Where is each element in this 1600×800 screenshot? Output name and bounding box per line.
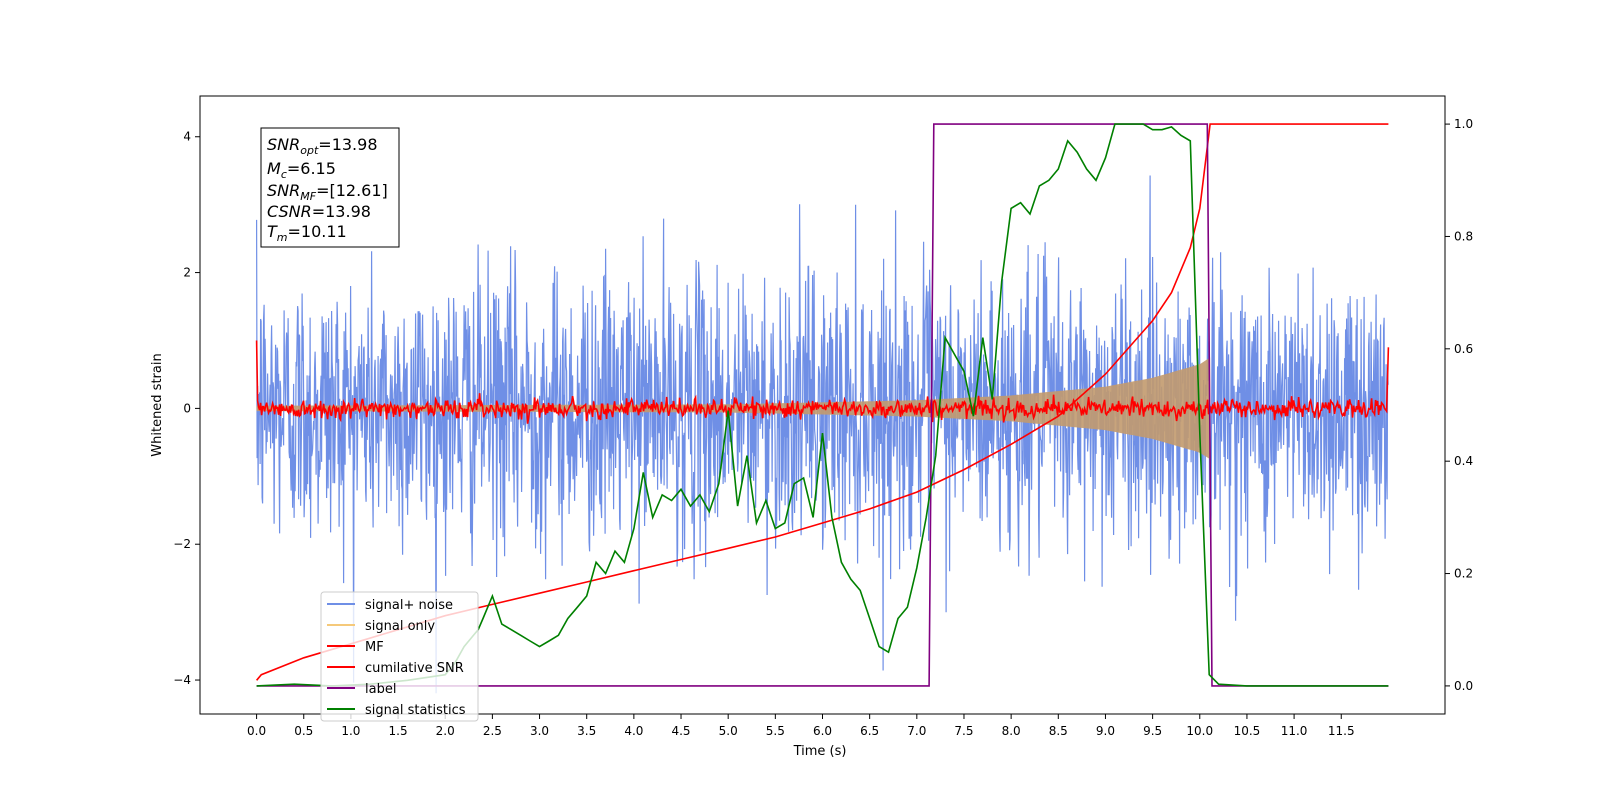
x-tick-label: 9.0 — [1096, 724, 1115, 738]
x-tick-label: 6.5 — [860, 724, 879, 738]
y-tick-label-right: 0.0 — [1454, 679, 1473, 693]
y-tick-label-left: −4 — [173, 673, 191, 687]
annotation-box: SNRopt=13.98 Mc=6.15 SNRMF=[12.61] CSNR=… — [260, 127, 400, 248]
x-axis-label: Time (s) — [793, 744, 847, 759]
annotation-snr-mf: SNRMF=[12.61] — [267, 181, 388, 203]
x-tick-label: 2.5 — [483, 724, 502, 738]
x-tick-label: 2.0 — [436, 724, 455, 738]
legend-label-signal-statistics: signal statistics — [365, 703, 466, 718]
y-axis-left: 4 2 0 −2 −4 — [173, 130, 200, 687]
legend: signal+ noise signal only MF cumilative SNR… — [320, 591, 479, 722]
y-tick-label-left: 2 — [183, 266, 191, 280]
x-tick-label: 0.5 — [294, 724, 313, 738]
x-axis: 0.0 0.5 1.0 1.5 2.0 2.5 3.0 3.5 4.0 4.5 5.0 5.5 6.0 6… — [247, 714, 1355, 738]
y-tick-label-left: 0 — [183, 401, 191, 415]
annotation-tm: Tm=10.11 — [267, 222, 347, 244]
y-tick-label-left: 4 — [183, 130, 191, 144]
x-tick-label: 4.0 — [624, 724, 643, 738]
x-tick-label: 3.5 — [577, 724, 596, 738]
x-tick-label: 1.0 — [341, 724, 360, 738]
y-axis-label: Whitened strain — [150, 353, 165, 456]
legend-label-signal-only: signal only — [365, 619, 435, 634]
x-tick-label: 11.0 — [1281, 724, 1308, 738]
x-tick-label: 7.5 — [954, 724, 973, 738]
x-tick-label: 8.5 — [1049, 724, 1068, 738]
x-tick-label: 1.5 — [389, 724, 408, 738]
annotation-snr-opt: SNRopt=13.98 — [267, 135, 378, 157]
x-tick-label: 4.5 — [671, 724, 690, 738]
y-axis-right: 1.0 0.8 0.6 0.4 0.2 0.0 — [1445, 117, 1473, 693]
legend-label-cumilative-snr: cumilative SNR — [365, 661, 464, 676]
legend-label-mf: MF — [365, 640, 384, 655]
legend-label-label: label — [365, 682, 396, 697]
x-tick-label: 5.5 — [766, 724, 785, 738]
x-tick-label: 11.5 — [1328, 724, 1355, 738]
y-tick-label-right: 0.6 — [1454, 342, 1473, 356]
x-tick-label: 5.0 — [719, 724, 738, 738]
annotation-mc: Mc=6.15 — [267, 159, 336, 181]
x-tick-label: 7.0 — [907, 724, 926, 738]
y-tick-label-right: 1.0 — [1454, 117, 1473, 131]
annotation-csnr: CSNR=13.98 — [267, 202, 371, 221]
legend-label-signal-noise: signal+ noise — [365, 598, 453, 613]
y-tick-label-left: −2 — [173, 537, 191, 551]
x-tick-label: 0.0 — [247, 724, 266, 738]
x-tick-label: 8.0 — [1002, 724, 1021, 738]
y-tick-label-right: 0.4 — [1454, 454, 1473, 468]
x-tick-label: 10.0 — [1186, 724, 1213, 738]
x-tick-label: 6.0 — [813, 724, 832, 738]
x-tick-label: 9.5 — [1143, 724, 1162, 738]
legend-box — [320, 591, 479, 722]
x-tick-label: 3.0 — [530, 724, 549, 738]
series-signal-statistics — [256, 123, 1389, 687]
y-tick-label-right: 0.8 — [1454, 229, 1473, 243]
x-tick-label: 10.5 — [1234, 724, 1261, 738]
y-tick-label-right: 0.2 — [1454, 567, 1473, 581]
